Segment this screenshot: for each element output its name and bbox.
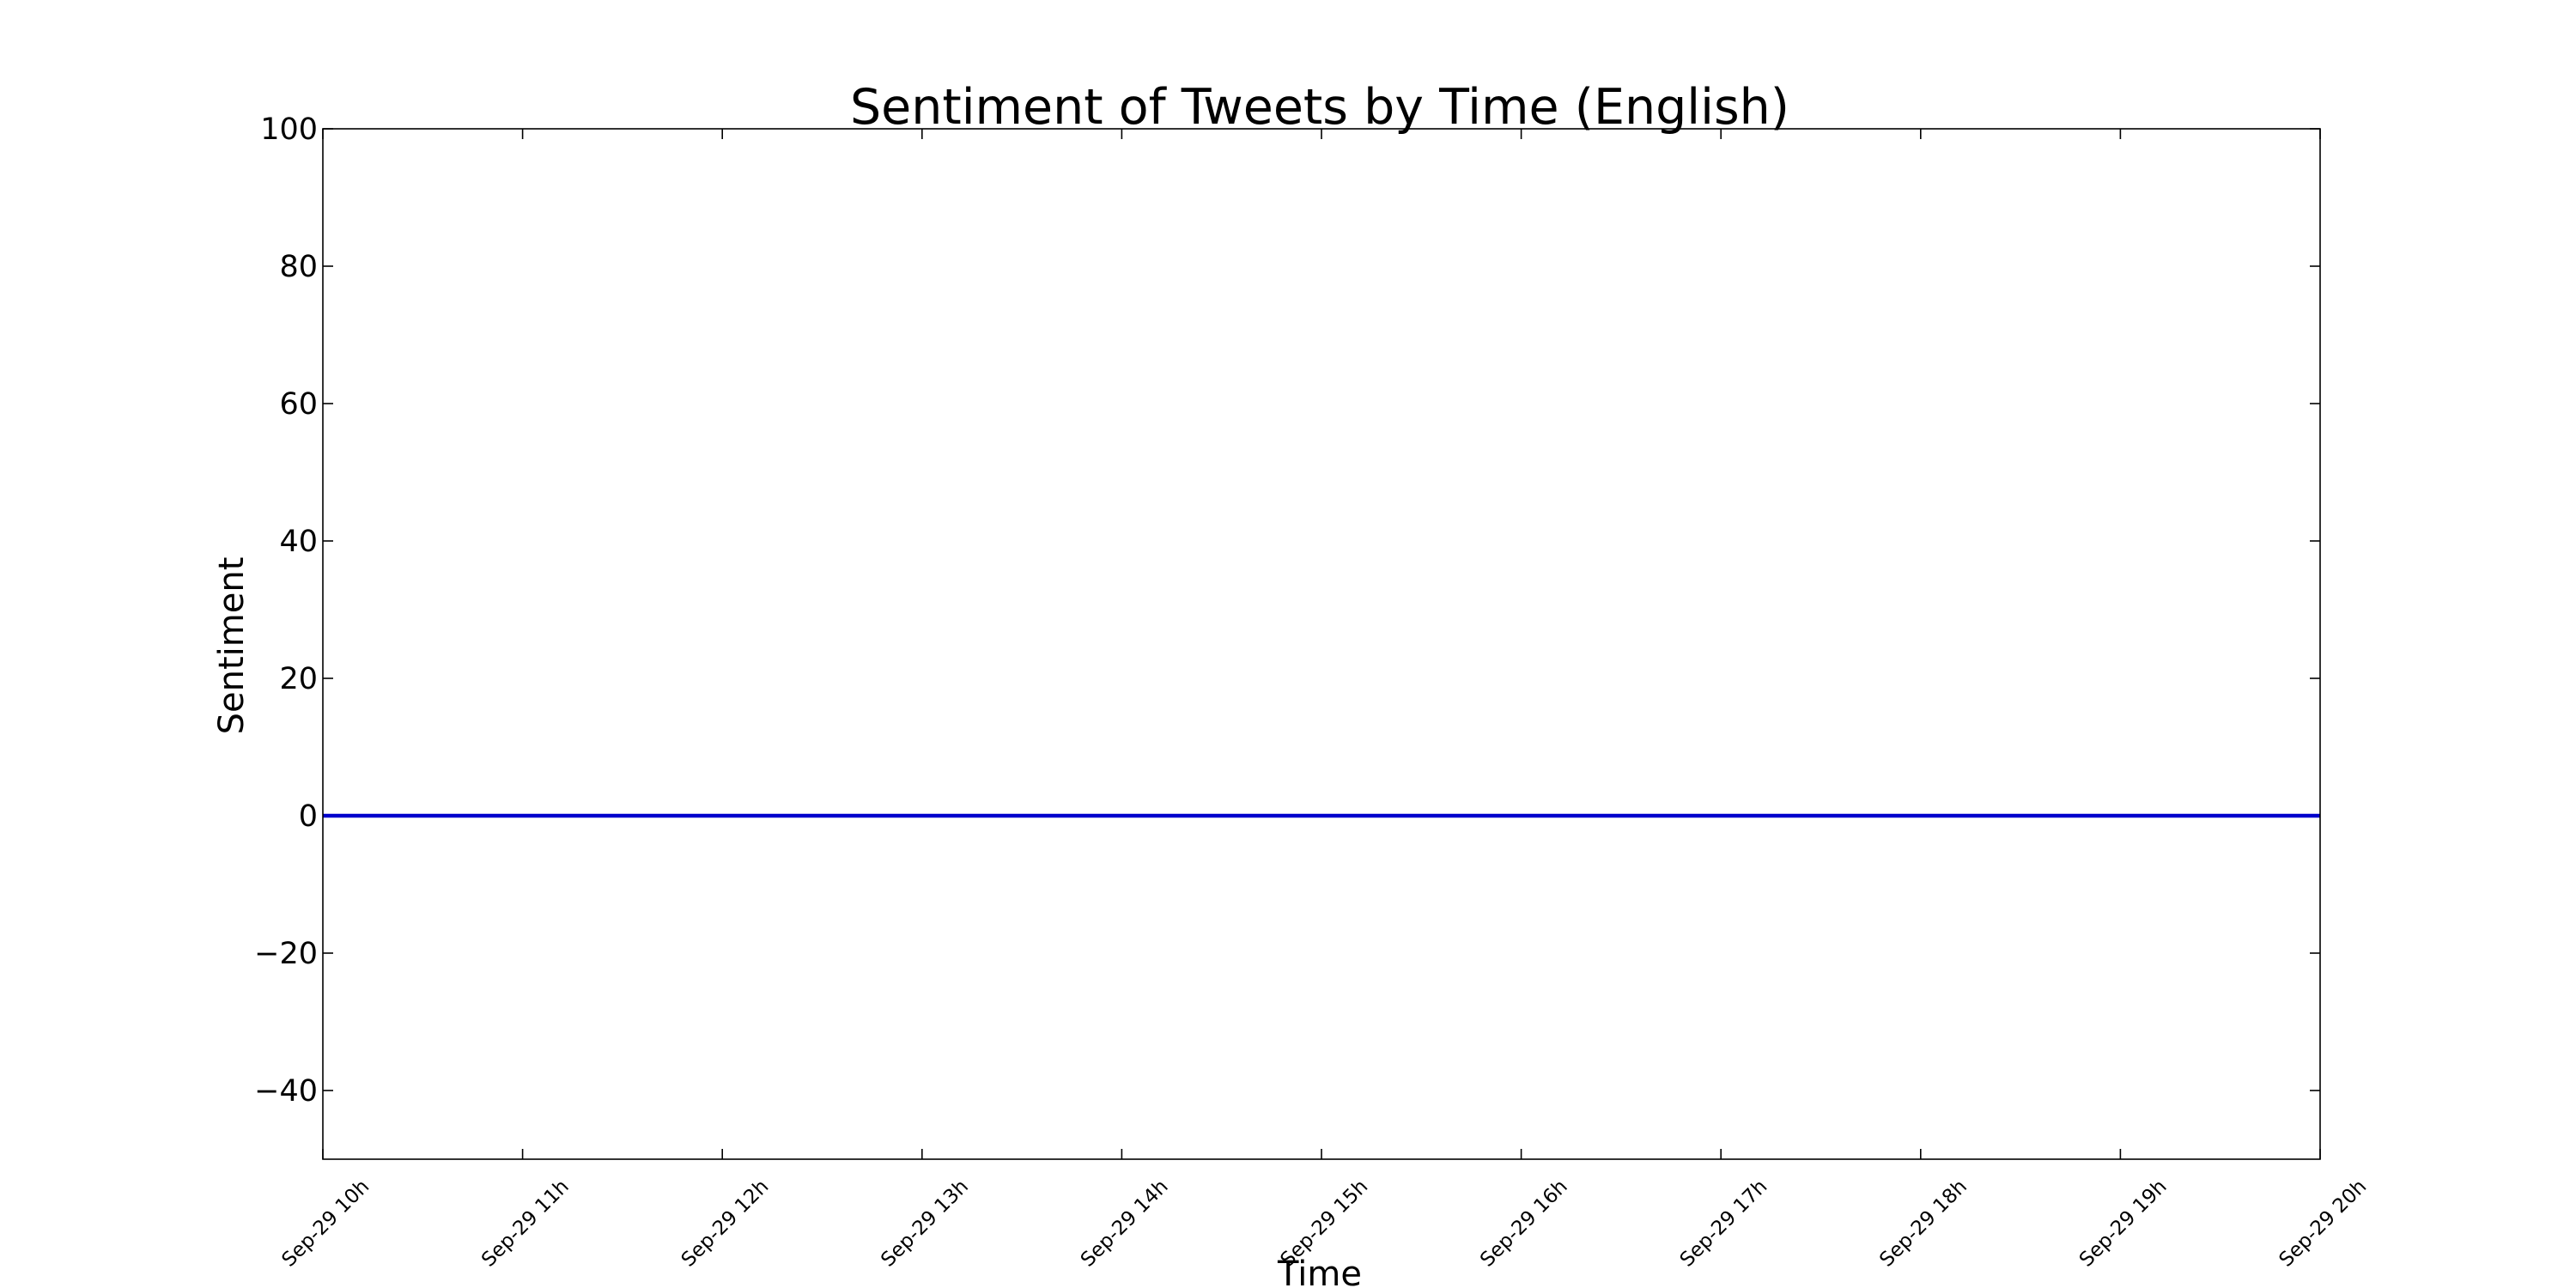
plot-area-frame (322, 128, 2321, 1160)
chart-title: Sentiment of Tweets by Time (English) (850, 79, 1789, 136)
y-tick-label: 100 (260, 112, 318, 147)
y-tick-label: 40 (279, 525, 318, 559)
y-axis-label: Sentiment (212, 557, 252, 735)
y-tick-label: 80 (279, 250, 318, 284)
y-tick-label: 0 (299, 799, 318, 834)
y-tick-label: −20 (254, 937, 318, 971)
y-tick-label: 60 (279, 387, 318, 422)
y-tick-label: 20 (279, 662, 318, 696)
y-tick-label: −40 (254, 1074, 318, 1109)
x-axis-label: Time (1277, 1255, 1362, 1288)
